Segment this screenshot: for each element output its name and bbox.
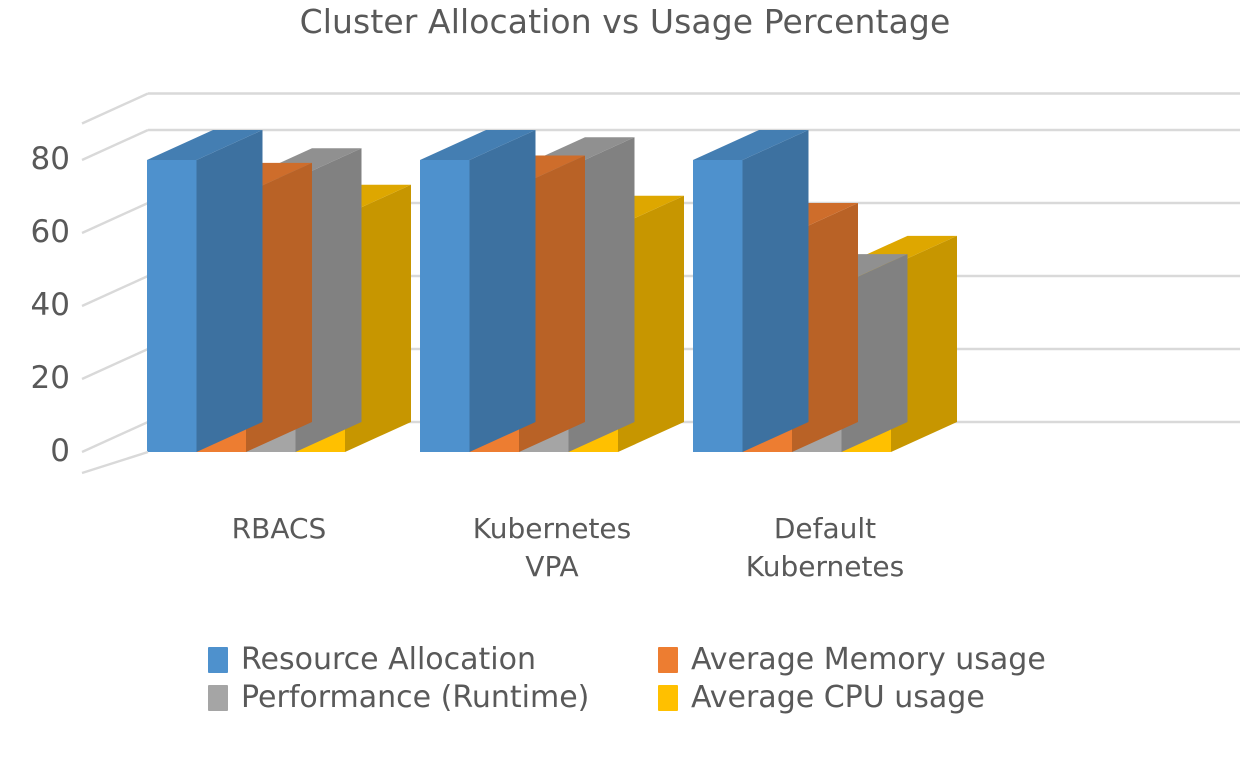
plot-svg [81,92,1240,475]
gridline [81,92,1240,125]
x-axis-category-label-1: Kubernetes VPA [432,510,672,586]
bar-2-0 [693,130,809,452]
category-label-line: VPA [525,549,579,583]
category-label-line: Kubernetes [472,512,632,545]
category-label-line: Default [773,512,877,545]
legend-item-1[interactable]: Average Memory usage [658,645,1088,675]
y-axis-tick-label: 40 [30,287,70,323]
category-label-line: RBACS [231,512,327,545]
plot-area: 80 60 40 20 0 [30,92,1240,475]
legend-item-2[interactable]: Performance (Runtime) [208,683,638,713]
y-axis-tick-label: 60 [30,214,70,250]
bar-1-0 [420,130,536,452]
chart-legend: Resource Allocation Average Memory usage P… [208,645,1088,713]
chart-title: Cluster Allocation vs Usage Percentage [299,2,951,41]
legend-label: Average Memory usage [691,642,1046,677]
legend-label: Resource Allocation [241,642,537,677]
category-label-line: Kubernetes [745,549,905,583]
gridline [81,128,1240,162]
legend-item-3[interactable]: Average CPU usage [658,683,1088,713]
y-axis-tick-label: 80 [30,141,70,177]
legend-swatch-icon [658,647,678,673]
x-axis-category-labels: RBACS Kubernetes VPA Default Kubernetes [0,498,1250,598]
x-axis-category-label-2: Default Kubernetes [705,510,945,586]
legend-swatch-icon [208,685,228,711]
x-axis-category-label-0: RBACS [159,510,399,548]
y-axis-tick-label: 20 [30,360,70,396]
legend-label: Performance (Runtime) [241,680,590,715]
legend-swatch-icon [208,647,228,673]
y-axis-tick-label: 0 [50,433,70,469]
legend-swatch-icon [658,685,678,711]
legend-item-0[interactable]: Resource Allocation [208,645,638,675]
legend-label: Average CPU usage [691,680,985,715]
bar-0-0 [147,130,263,452]
